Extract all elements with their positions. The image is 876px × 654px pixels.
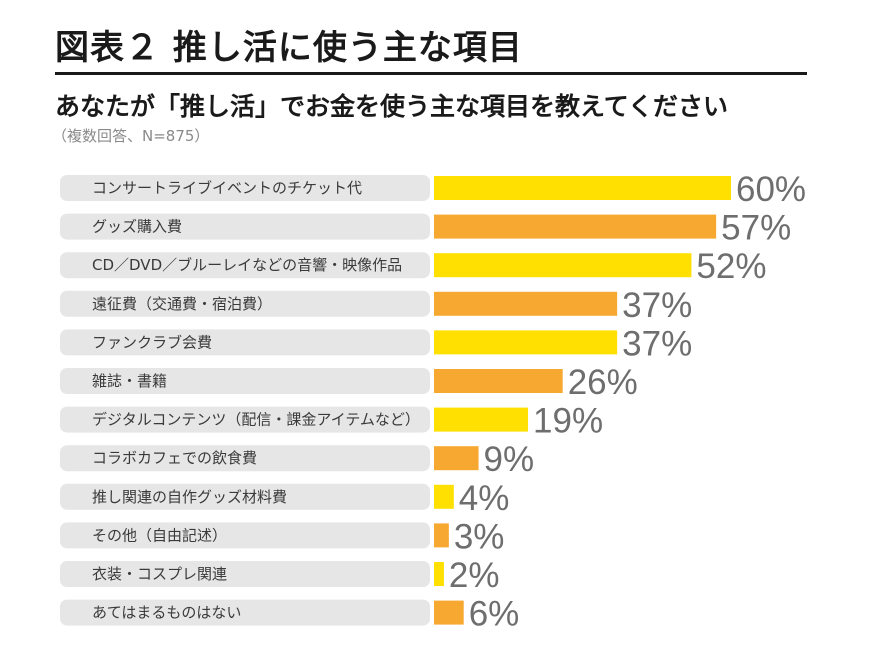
category-label: コンサートライブイベントのチケット代 — [92, 179, 362, 197]
bar — [434, 330, 618, 355]
category-pill — [60, 522, 430, 549]
category-pill — [60, 406, 430, 433]
bar — [434, 407, 529, 432]
category-pill — [60, 252, 430, 279]
value-label: 26% — [568, 363, 638, 402]
value-label: 2% — [449, 556, 500, 595]
bar — [434, 446, 479, 471]
category-pill — [60, 483, 430, 510]
bar — [434, 214, 717, 239]
category-label: 遠征費（交通費・宿泊費） — [92, 295, 272, 313]
category-pill — [60, 213, 430, 240]
bar — [434, 291, 618, 316]
category-label: 雑誌・書籍 — [92, 372, 167, 390]
category-label: デジタルコンテンツ（配信・課金アイテムなど） — [92, 411, 420, 429]
category-pill — [60, 290, 430, 317]
value-label: 60% — [736, 170, 806, 209]
sample-note: （複数回答、N=875） — [52, 127, 210, 145]
figure-title: 図表２ 推し活に使う主な項目 — [55, 28, 523, 68]
category-pill — [60, 175, 430, 201]
value-label: 3% — [454, 517, 505, 556]
category-label: コラボカフェでの飲食費 — [92, 449, 257, 467]
value-label: 57% — [721, 209, 791, 248]
bar — [434, 176, 731, 200]
value-label: 19% — [533, 402, 603, 441]
bar — [434, 523, 449, 548]
value-label: 4% — [459, 479, 510, 518]
bar — [434, 369, 563, 393]
category-label: グッズ購入費 — [92, 218, 182, 236]
category-pill — [60, 329, 430, 356]
category-pill — [60, 368, 430, 394]
bar — [434, 484, 454, 509]
title-underline — [55, 72, 807, 75]
category-label: 推し関連の自作グッズ材料費 — [92, 488, 287, 506]
bar — [434, 253, 692, 278]
category-label: その他（自由記述） — [92, 526, 227, 544]
value-label: 37% — [622, 324, 692, 363]
category-label: あてはまるものはない — [92, 604, 241, 622]
survey-question: あなたが「推し活」でお金を使う主な項目を教えてください — [55, 92, 729, 121]
value-label: 9% — [484, 440, 535, 479]
category-label: 衣装・コスプレ関連 — [92, 565, 227, 583]
category-pill — [60, 561, 430, 587]
bar — [434, 562, 444, 586]
category-pill — [60, 445, 430, 472]
value-label: 37% — [622, 286, 692, 325]
bar — [434, 600, 464, 625]
value-label: 6% — [469, 595, 520, 634]
category-label: CD／DVD／ブルーレイなどの音響・映像作品 — [92, 256, 402, 274]
value-label: 52% — [696, 247, 766, 286]
category-label: ファンクラブ会費 — [92, 333, 212, 351]
category-pill — [60, 599, 430, 626]
